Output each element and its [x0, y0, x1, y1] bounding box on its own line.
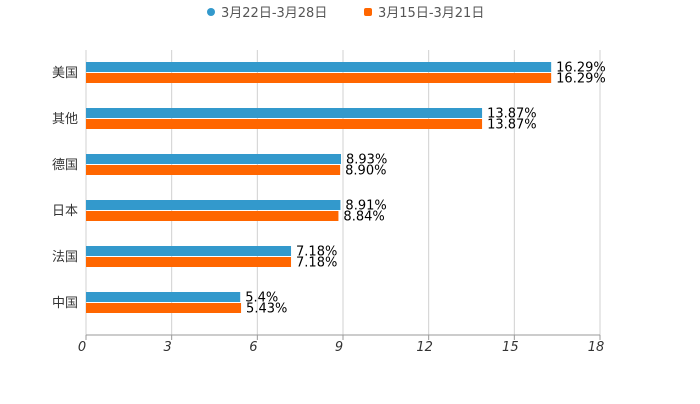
category-label: 法国 — [52, 250, 78, 265]
category-label: 日本 — [52, 204, 78, 219]
data-label: 5.4% — [245, 291, 278, 306]
x-tick-label: 0 — [78, 340, 86, 355]
data-label: 7.18% — [296, 245, 337, 260]
x-axis: 0 3 6 9 12 15 18 — [78, 334, 605, 355]
bar — [86, 62, 552, 72]
bar — [86, 303, 242, 313]
bar — [86, 154, 342, 164]
x-tick-label: 6 — [249, 340, 257, 355]
bar — [86, 119, 483, 129]
category-label: 中国 — [52, 296, 78, 311]
bar — [86, 292, 241, 302]
data-labels: 16.29%16.29% 13.87%13.87% 8.93%8.90% 8.91%8… — [245, 61, 606, 317]
category-label: 德国 — [52, 158, 78, 173]
data-label: 16.29% — [556, 72, 606, 87]
data-label: 8.84% — [343, 210, 384, 225]
data-label: 16.29% — [556, 61, 606, 76]
x-tick-label: 15 — [502, 340, 519, 355]
data-label: 8.90% — [345, 164, 386, 179]
data-label: 7.18% — [296, 256, 337, 271]
data-label: 5.43% — [246, 302, 287, 317]
bar — [86, 211, 339, 221]
bar — [86, 200, 341, 210]
grid — [85, 50, 601, 335]
legend-marker-series-2 — [364, 8, 372, 16]
legend: 3月22日-3月28日 3月15日-3月21日 — [207, 6, 484, 21]
data-label: 13.87% — [487, 107, 537, 122]
bar — [86, 73, 552, 83]
bars — [86, 62, 552, 313]
category-label: 美国 — [52, 66, 78, 81]
data-label: 13.87% — [487, 118, 537, 133]
x-tick-label: 18 — [588, 340, 605, 355]
bar — [86, 108, 483, 118]
x-tick-label: 3 — [164, 340, 172, 355]
x-tick-label: 12 — [416, 340, 433, 355]
x-tick-label: 9 — [335, 340, 343, 355]
bar — [86, 257, 292, 267]
legend-label-series-2: 3月15日-3月21日 — [378, 6, 484, 21]
data-label: 8.91% — [345, 199, 386, 214]
bar — [86, 165, 341, 175]
legend-label-series-1: 3月22日-3月28日 — [221, 6, 327, 21]
category-label: 其他 — [52, 112, 78, 127]
legend-marker-series-1 — [207, 8, 215, 16]
data-label: 8.93% — [346, 153, 387, 168]
bar — [86, 246, 292, 256]
